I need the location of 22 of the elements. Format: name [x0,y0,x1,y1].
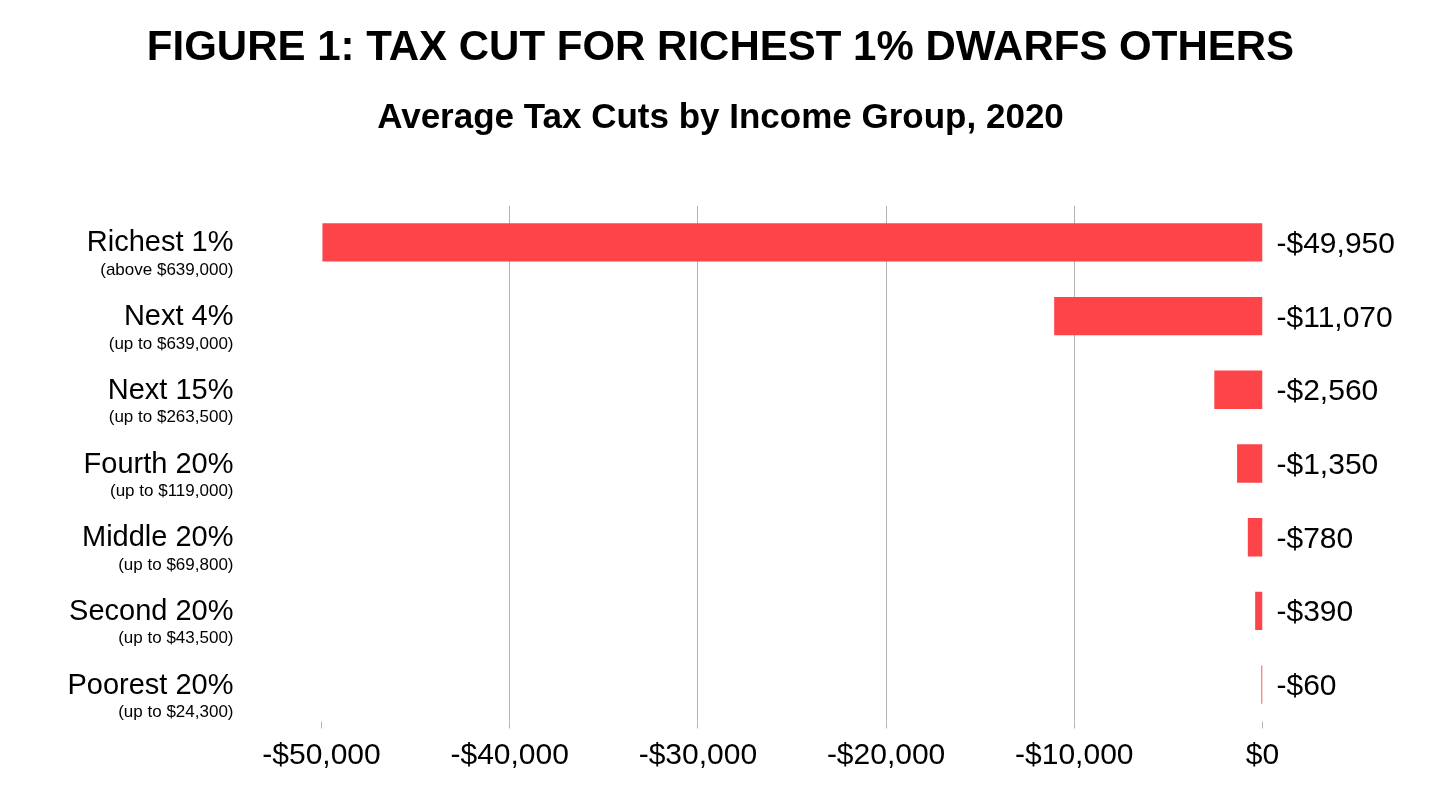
category-label: Middle 20% (up to $69,800) [81,520,234,574]
x-tick-label: -$30,000 [638,736,758,770]
category-label: Poorest 20% (up to $24,300) [67,667,234,722]
chart-title: FIGURE 1: TAX CUT FOR RICHEST 1% DWARFS OTHERS [146,22,1295,69]
data-label: -$1,350 [1276,447,1379,480]
data-label: -$390 [1276,594,1354,628]
x-tick-label: $0 [1245,736,1280,770]
category-label: Next 15% (up to $263,500) [107,372,234,427]
data-label: -$2,560 [1276,373,1379,407]
category-label: Next 4% (up to $639,000) [108,299,234,353]
category-label: Richest 1% (above $639,000) [86,225,234,279]
data-label: -$60 [1276,668,1337,702]
x-tick-label: -$10,000 [1015,736,1134,770]
category-label: Fourth 20% (up to $119,000) [83,446,234,500]
chart-subtitle: Average Tax Cuts by Income Group, 2020 [377,96,1064,135]
data-label: -$11,070 [1276,299,1393,333]
x-tick-label: -$40,000 [450,736,569,770]
data-label: -$49,950 [1276,225,1395,259]
category-label: Second 20% (up to $43,500) [69,593,234,648]
data-label: -$780 [1276,520,1354,554]
x-tick-label: -$20,000 [826,736,946,770]
x-tick-label: -$50,000 [262,736,381,770]
